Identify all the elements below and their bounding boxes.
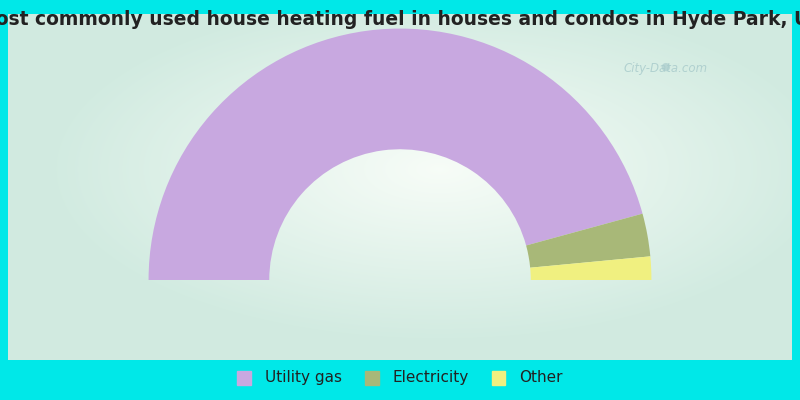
Wedge shape (526, 214, 650, 268)
Text: ●: ● (660, 61, 670, 71)
Legend: Utility gas, Electricity, Other: Utility gas, Electricity, Other (231, 363, 569, 391)
Wedge shape (149, 28, 642, 280)
Text: Most commonly used house heating fuel in houses and condos in Hyde Park, UT: Most commonly used house heating fuel in… (0, 10, 800, 29)
Text: City-Data.com: City-Data.com (624, 62, 708, 75)
Wedge shape (530, 256, 651, 280)
